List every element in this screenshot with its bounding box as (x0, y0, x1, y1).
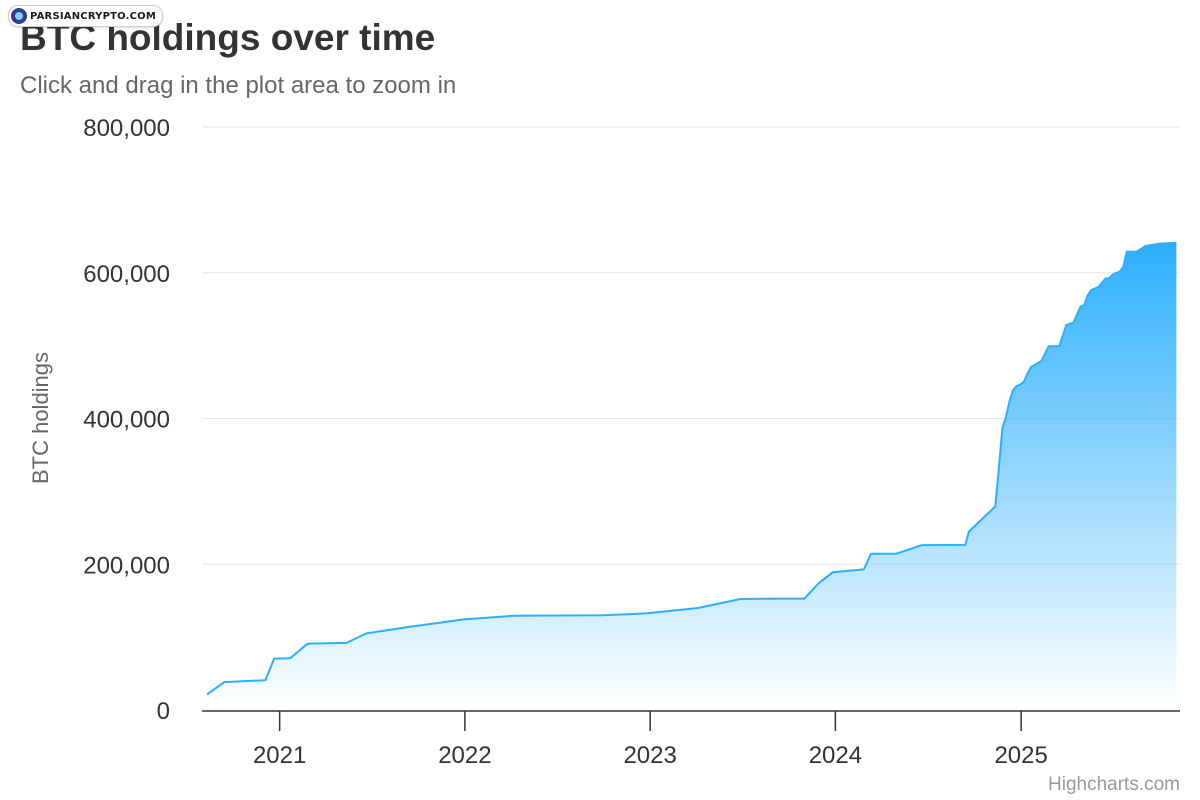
parsiancrypto-logo-icon (11, 8, 27, 24)
x-axis-ticks: 2021 2022 2023 2024 2025 (253, 711, 1048, 769)
x-tick-label: 2025 (994, 742, 1047, 769)
y-tick-label: 0 (157, 698, 170, 725)
y-tick-label: 200,000 (83, 552, 170, 579)
x-tick-label: 2023 (623, 742, 676, 769)
y-tick-label: 400,000 (83, 407, 170, 434)
chart-subtitle: Click and drag in the plot area to zoom … (20, 72, 456, 99)
series-area[interactable] (207, 242, 1177, 710)
x-tick-label: 2024 (809, 742, 862, 769)
y-tick-label: 800,000 (83, 115, 170, 142)
series-line[interactable] (206, 241, 1177, 696)
watermark-text: PARSIANCRYPTO.COM (30, 10, 157, 22)
watermark-badge: PARSIANCRYPTO.COM (8, 5, 164, 27)
x-tick-label: 2021 (253, 742, 306, 769)
credits-link[interactable]: Highcharts.com (1048, 774, 1180, 795)
y-axis-title: BTC holdings (28, 352, 53, 484)
x-tick-label: 2022 (438, 742, 491, 769)
y-tick-label: 600,000 (83, 261, 170, 288)
y-axis-labels: 0 200,000 400,000 600,000 800,000 (83, 115, 170, 725)
